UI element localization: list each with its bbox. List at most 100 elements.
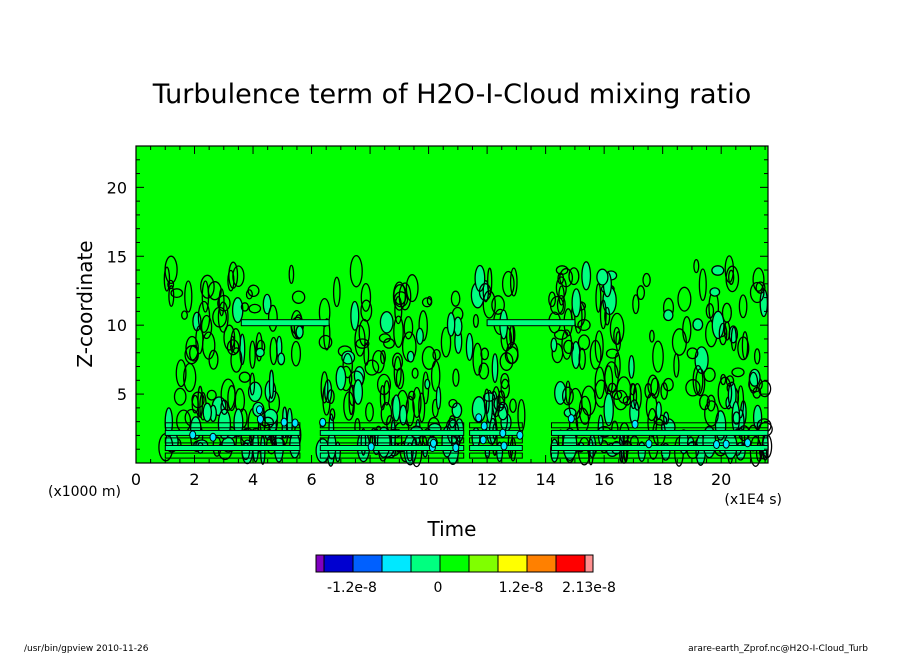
contour-cell-negative [209,432,217,442]
contour-cell [472,342,483,376]
contour-cell [332,276,341,308]
contour-cell [163,266,171,292]
contour-cell [403,315,414,340]
contour-cell [262,293,272,315]
contour-cell [364,359,380,376]
contour-cell [358,318,371,347]
contour-cell [500,372,510,390]
contour-cell [248,303,262,314]
contour-cell [472,313,479,328]
contour-cell [644,383,653,399]
contour-cell [685,379,701,397]
contour-cell [391,394,401,422]
contour-cell [360,282,372,312]
contour-cell [725,265,740,293]
contour-cell [218,288,225,317]
contour-cell [405,274,419,303]
contour-cell [550,337,558,353]
contour-cell [649,329,655,343]
contour-cell [725,375,735,387]
contour-cell [632,294,640,315]
contour-cell [415,327,424,345]
contour-cell [231,297,244,324]
contour-cell [418,392,426,423]
contour-cell [730,326,737,352]
contour-cell [277,352,286,366]
contour-cell [168,285,175,307]
contour-cell [229,335,236,353]
contour-cell [482,290,496,319]
contour-cell [240,302,250,312]
contour-cell [695,368,706,397]
contour-cell [167,279,175,290]
x-tick-label: 20 [711,470,731,489]
contour-cell [483,388,490,415]
contour-cell [379,385,386,411]
contour-cell [758,380,772,398]
contour-cell-negative [430,438,437,448]
colorbar-cell [352,554,383,573]
contour-cell [223,324,236,351]
contour-cell [596,268,609,286]
y-tick-label: 15 [107,247,127,266]
chart-title: Turbulence term of H2O-I-Cloud mixing ra… [152,79,751,110]
contour-cell [217,301,229,333]
contour-cell [173,387,187,406]
contour-cell [232,265,245,288]
contour-cell [220,399,229,415]
contour-cell [497,390,506,409]
contour-cell [355,338,370,349]
contour-cell [752,267,765,292]
contour-cell [554,380,567,405]
colorbar-cell [526,554,557,573]
contour-cell [184,280,193,313]
contour-cell [568,267,580,286]
contour-cell-negative [319,417,327,427]
contour-cell [732,411,741,425]
contour-cell [660,382,669,400]
contour-cell [200,314,213,340]
contour-cell [480,347,490,361]
x-tick-label: 18 [652,470,672,489]
contour-cell [599,299,607,330]
x-tick-label: 6 [306,470,316,489]
contour-cell [295,325,304,339]
contour-cell [673,353,680,378]
contour-cell [335,365,347,391]
contour-cell-negative [722,439,730,449]
colorbar-cell [323,554,354,573]
x-tick-label: 4 [248,470,258,489]
contour-cell [737,336,750,361]
contour-cell-negative [256,414,264,424]
contour-cell [603,392,614,427]
contour-cell [594,330,604,363]
x-tick-label: 14 [535,470,555,489]
contour-cell-negative [256,405,263,415]
contour-cell [605,348,619,359]
contour-cell [170,288,184,299]
contour-cell [748,368,761,387]
contour-cell [749,435,762,467]
contour-cell [371,349,385,374]
contour-cell [655,401,662,420]
y-axis-unit: (x1000 m) [48,484,121,500]
contour-cell-negative [475,413,483,423]
footer-left: /usr/bin/gpview 2010-11-26 [24,644,149,654]
anvil-layer [240,319,330,327]
x-tick-label: 0 [131,470,141,489]
contour-cell [394,295,403,325]
contour-cell [614,352,621,379]
contour-cell [365,402,374,422]
surface-layer [319,437,465,444]
contour-cell [412,386,422,419]
surface-layer [164,452,301,459]
surface-layer [469,429,523,436]
contour-cell [226,339,240,356]
contour-cell [183,362,197,393]
contour-cell [197,385,204,418]
contour-cell [578,347,586,370]
contour-cell [435,386,442,410]
contour-cell [509,398,517,413]
y-axis: 5 10 15 20 [107,145,768,464]
